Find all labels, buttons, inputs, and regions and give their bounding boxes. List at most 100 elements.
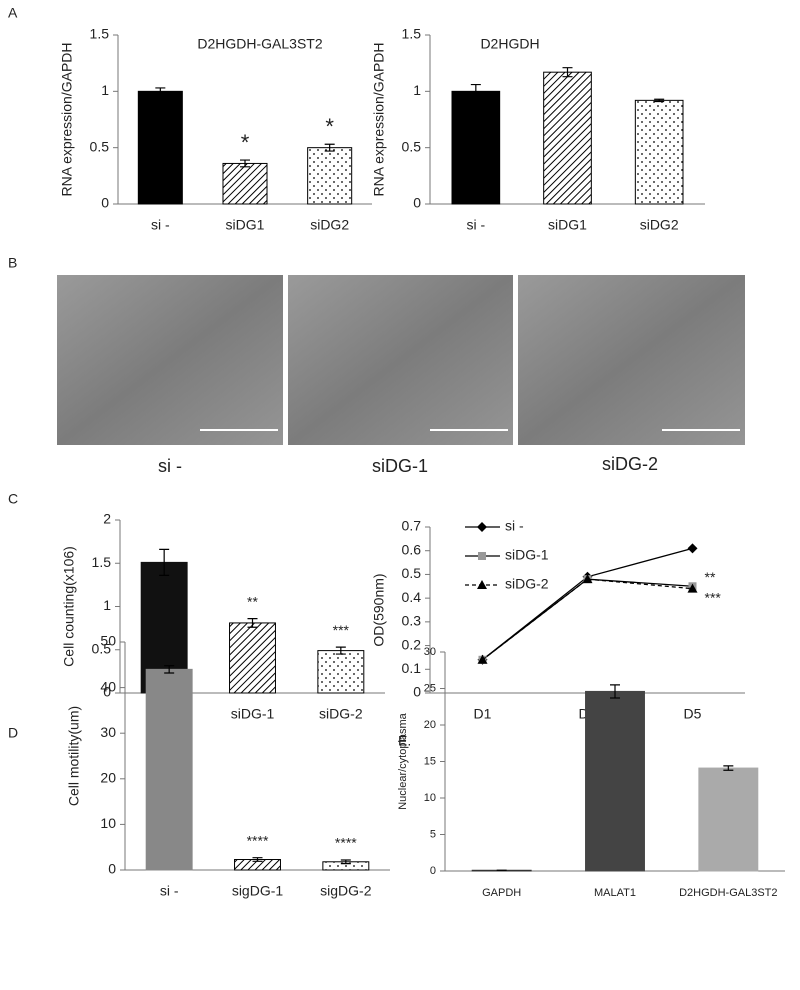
y-tick-label: 0.2 (402, 636, 422, 652)
y-tick-label: 0 (103, 684, 111, 700)
x-tick-label: sigDG-1 (232, 883, 284, 899)
y-tick-label: 2 (103, 511, 111, 527)
bar (698, 767, 759, 872)
y-tick-label: 1 (103, 597, 111, 613)
y-axis-label: Cell counting(x106) (61, 546, 77, 667)
bar (451, 90, 501, 205)
error-bar (240, 159, 250, 168)
y-tick-label: 20 (424, 719, 436, 731)
y-tick-label: 10 (100, 815, 116, 831)
y-tick-label: 30 (424, 646, 436, 658)
error-bar (247, 618, 258, 628)
y-tick-label: 0.6 (402, 541, 422, 557)
y-tick-label: 30 (100, 724, 116, 740)
x-tick-label: D5 (684, 706, 702, 722)
error-bar (723, 765, 734, 771)
y-tick-label: 1 (413, 82, 421, 98)
error-bar (324, 143, 335, 152)
y-tick-label: 0 (413, 684, 421, 700)
y-tick-label: 50 (100, 633, 116, 649)
error-bar (340, 859, 351, 865)
y-tick-label: 0 (413, 195, 421, 211)
y-tick-label: 5 (430, 828, 436, 840)
series-line (482, 578, 693, 661)
error-bar (252, 857, 263, 862)
micrograph (518, 275, 745, 445)
y-tick-label: 40 (100, 678, 116, 694)
legend-marker (477, 522, 487, 532)
x-tick-label: siDG1 (226, 217, 265, 233)
significance-label: **** (335, 835, 357, 851)
y-tick-label: 0.5 (402, 565, 422, 581)
y-tick-label: 1 (101, 82, 109, 98)
x-tick-label: siDG2 (640, 217, 679, 233)
y-tick-label: 0.5 (402, 138, 422, 154)
y-axis-label: OD(590nm) (371, 573, 387, 646)
error-bar (562, 67, 573, 78)
chart-title: D2HGDH (480, 36, 539, 52)
panel-label: E. (398, 733, 411, 749)
bar (634, 99, 684, 205)
bar (543, 71, 592, 205)
micrograph (57, 275, 283, 445)
micrograph-caption: si - (158, 456, 182, 476)
bar (145, 668, 193, 871)
significance-label: ** (705, 569, 716, 585)
x-tick-label: si - (466, 217, 485, 233)
bar (317, 650, 365, 694)
y-axis-label: RNA expression/GAPDH (59, 42, 75, 196)
y-tick-label: 1.5 (90, 26, 110, 42)
y-axis-label: RNA expression/GAPDH (371, 42, 387, 196)
error-bar (164, 665, 175, 674)
error-bar (335, 646, 346, 655)
y-tick-label: 0.4 (402, 589, 422, 605)
y-tick-label: 15 (424, 755, 436, 767)
x-tick-label: GAPDH (482, 887, 521, 899)
significance-label: *** (333, 622, 350, 638)
x-tick-label: siDG-2 (319, 706, 363, 722)
marker (582, 574, 593, 584)
chart-title: D2HGDH-GAL3ST2 (197, 36, 322, 52)
y-tick-label: 0.3 (402, 613, 422, 629)
y-tick-label: 10 (424, 792, 436, 804)
y-tick-label: 25 (424, 682, 436, 694)
panel-label: C (8, 491, 18, 507)
bar (229, 622, 276, 694)
series-line (482, 547, 693, 661)
micrograph-caption: siDG-1 (372, 456, 428, 476)
significance-label: ** (247, 593, 258, 609)
micrograph-panel: si - siDG-1 siDG-2 (57, 275, 745, 476)
legend-label: si - (505, 518, 524, 534)
legend-label: siDG-2 (505, 576, 549, 592)
error-bar (155, 87, 166, 96)
error-bar (610, 684, 620, 699)
panel-label: A (8, 5, 18, 21)
error-bar (654, 98, 665, 103)
x-tick-label: siDG1 (548, 217, 587, 233)
x-tick-label: si - (151, 217, 170, 233)
x-tick-label: sigDG-2 (320, 883, 372, 899)
marker (687, 583, 698, 593)
bar (307, 147, 353, 205)
bar (585, 690, 645, 872)
significance-label: * (241, 130, 250, 155)
x-tick-label: D2HGDH-GAL3ST2 (679, 887, 777, 899)
x-tick-label: siDG2 (310, 217, 349, 233)
legend-label: siDG-1 (505, 547, 549, 563)
micrograph (288, 275, 513, 445)
x-tick-label: si - (160, 883, 179, 899)
y-tick-label: 20 (100, 770, 116, 786)
bar (222, 162, 268, 205)
marker (477, 654, 488, 664)
x-tick-label: siDG-1 (231, 706, 275, 722)
legend-marker (477, 580, 487, 589)
significance-label: **** (247, 832, 269, 848)
y-tick-label: 1.5 (402, 26, 422, 42)
x-tick-label: D1 (474, 706, 492, 722)
panel-label: B (8, 255, 17, 271)
y-tick-label: 1.5 (92, 554, 112, 570)
x-tick-label: MALAT1 (594, 887, 636, 899)
y-tick-label: 0 (108, 861, 116, 877)
y-tick-label: 0.1 (402, 660, 422, 676)
